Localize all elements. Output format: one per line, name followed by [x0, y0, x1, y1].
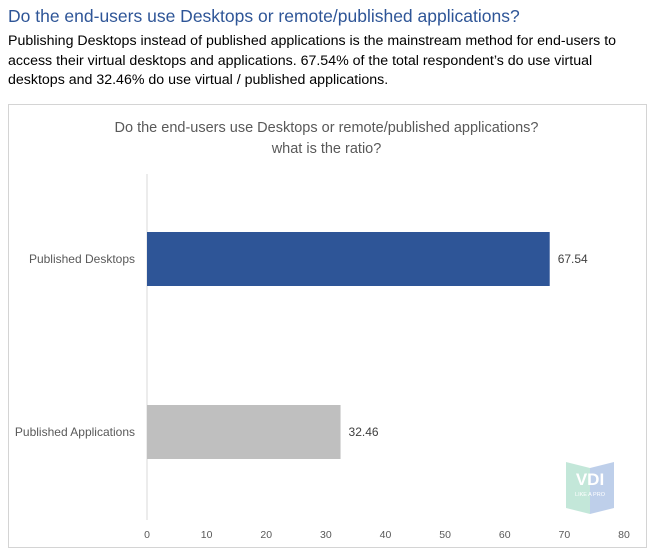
x-tick-label: 20 [260, 529, 272, 541]
chart-title: Do the end-users use Desktops or remote/… [0, 118, 653, 160]
x-tick-label: 60 [499, 529, 511, 541]
intro-paragraph: Publishing Desktops instead of published… [8, 32, 648, 91]
x-tick-label: 40 [380, 529, 392, 541]
x-tick-label: 30 [320, 529, 332, 541]
logo-main-text: VDI [576, 470, 604, 489]
data-label: 67.54 [558, 252, 588, 266]
category-label: Published Applications [15, 425, 135, 439]
data-label: 32.46 [349, 425, 379, 439]
bar-published-desktops [147, 232, 550, 286]
x-tick-label: 10 [201, 529, 213, 541]
x-tick-label: 50 [439, 529, 451, 541]
chart-title-line-2: what is the ratio? [271, 141, 382, 157]
intro-line-1: Publishing Desktops instead of published… [8, 33, 617, 49]
intro-line-2: access their virtual desktops and applic… [8, 52, 593, 69]
x-tick-label: 70 [559, 529, 571, 541]
vdi-like-a-pro-logo: VDI LIKE A PRO [566, 462, 614, 514]
bar-published-applications [147, 405, 341, 459]
x-tick-label: 80 [618, 529, 630, 541]
category-label: Published Desktops [29, 252, 135, 266]
page-title: Do the end-users use Desktops or remote/… [8, 6, 520, 26]
intro-line-3: desktops and 32.46% do use virtual / pub… [8, 72, 389, 88]
x-tick-label: 0 [144, 529, 150, 541]
logo-sub-text: LIKE A PRO [575, 492, 606, 498]
chart-title-line-1: Do the end-users use Desktops or remote/… [114, 120, 539, 136]
chart-frame [8, 104, 647, 548]
